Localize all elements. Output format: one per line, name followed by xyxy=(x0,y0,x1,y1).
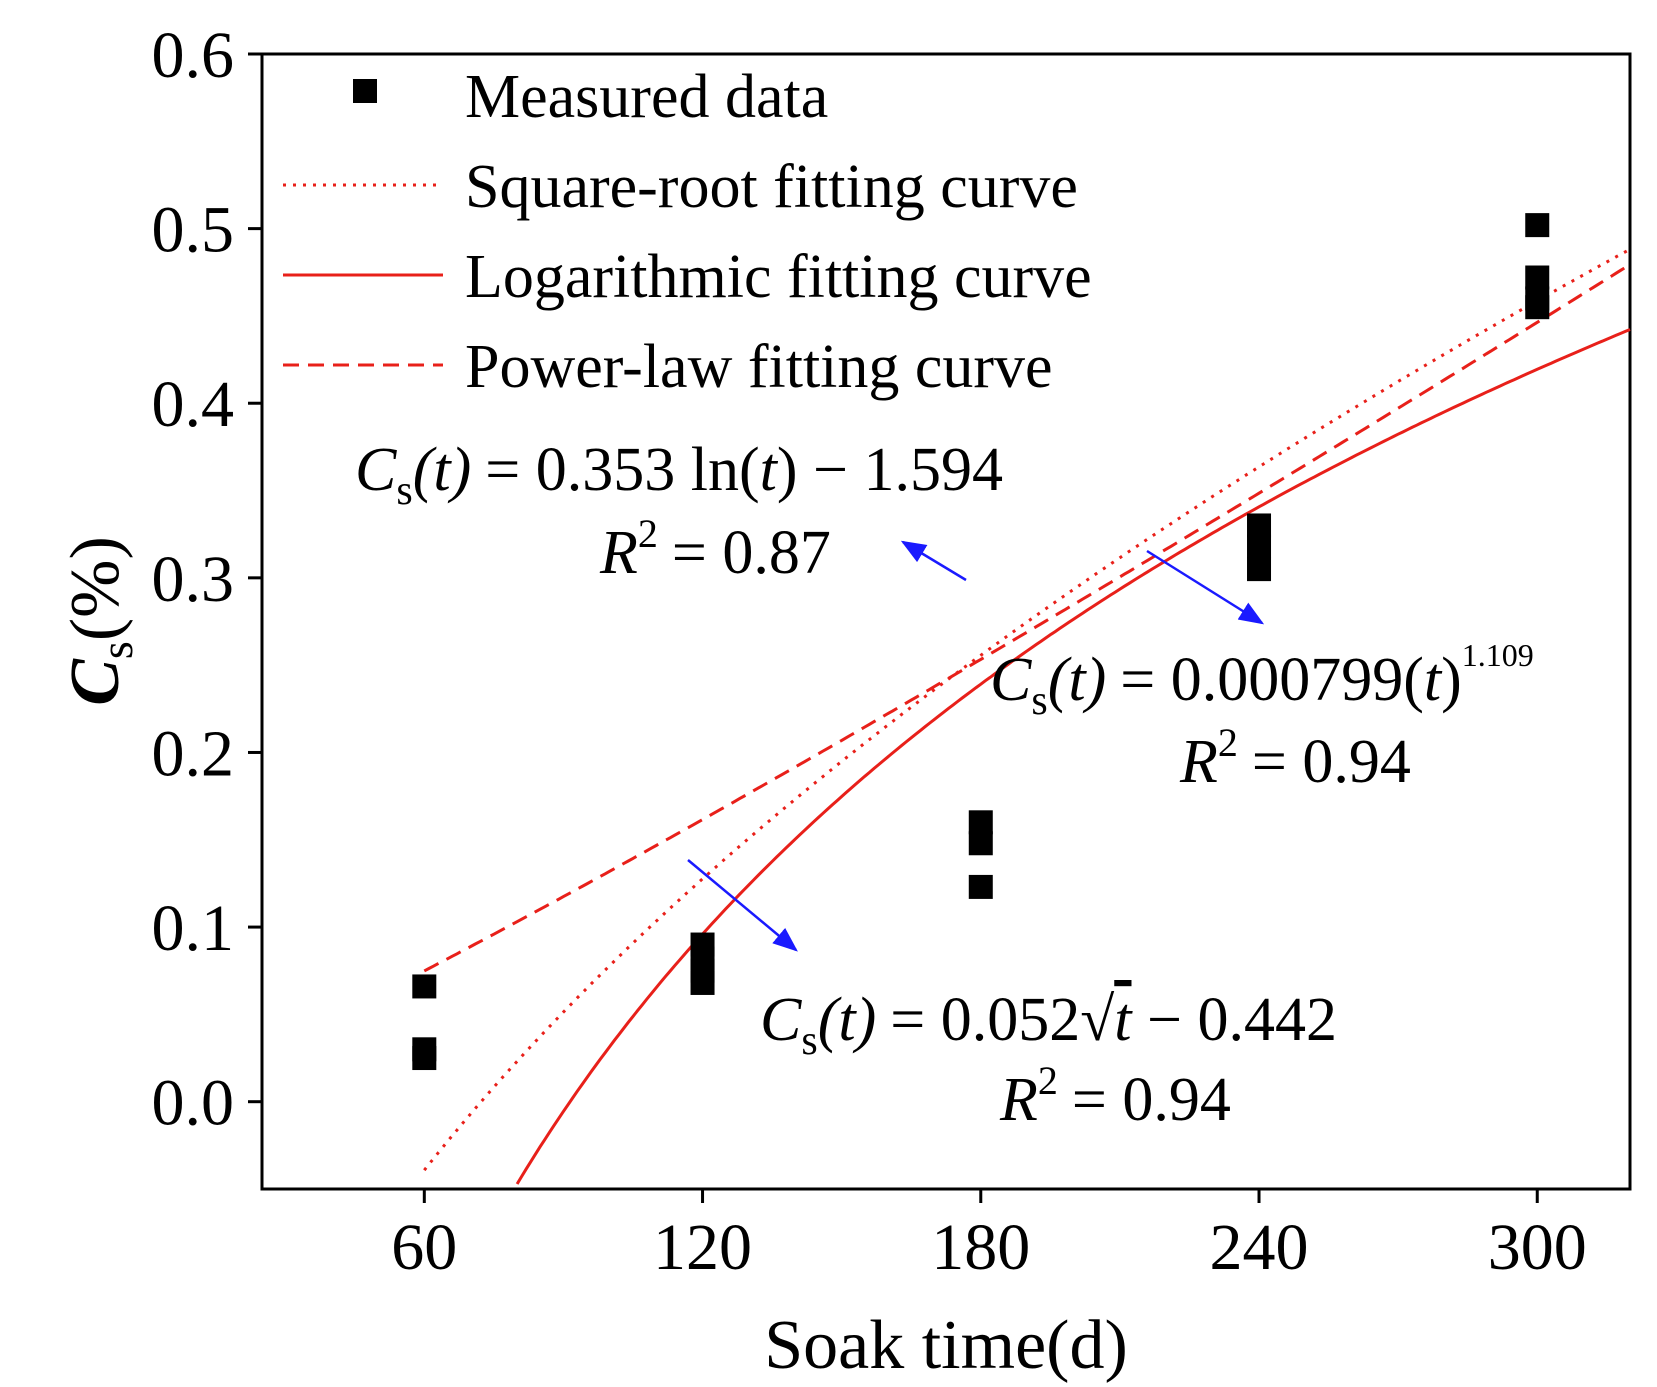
measured-point xyxy=(412,974,437,999)
annotation-power-arrow xyxy=(1146,549,1265,625)
annotation-sqrt-arrow xyxy=(687,859,798,952)
x-tick-label-60: 60 xyxy=(391,1211,457,1284)
legend-label-log: Logarithmic fitting curve xyxy=(465,243,1092,311)
annotation-power-equation: Cs(t) = 0.000799(t)1.109 xyxy=(990,637,1534,724)
legend-label-sqrt: Square-root fitting curve xyxy=(465,153,1078,221)
measured-point xyxy=(1525,295,1550,320)
x-tick-label-180: 180 xyxy=(931,1211,1030,1284)
x-axis-label: Soak time(d) xyxy=(764,1307,1128,1384)
y-axis-label-unit: (%) xyxy=(57,536,134,641)
measured-point xyxy=(968,831,993,856)
annotation-power-r2: R2 = 0.94 xyxy=(1179,720,1411,796)
y-axis-ticks: 0.0 0.1 0.2 0.3 0.4 0.5 0.6 xyxy=(152,19,262,1140)
y-tick-label-6: 0.6 xyxy=(152,19,235,92)
curve-power xyxy=(423,263,1631,973)
plot-frame xyxy=(260,52,1632,1191)
x-tick-label-240: 240 xyxy=(1210,1211,1309,1284)
legend-label-power: Power-law fitting curve xyxy=(465,333,1053,401)
annotation-sqrt-equation: Cs(t) = 0.052√t − 0.442 xyxy=(760,986,1337,1064)
y-tick-label-1: 0.1 xyxy=(152,892,235,965)
annotation-log-arrow xyxy=(900,540,967,582)
measured-point xyxy=(690,970,715,995)
measured-markers xyxy=(412,213,1550,1071)
legend-marker-measured xyxy=(353,79,377,103)
y-tick-label-0: 0.0 xyxy=(152,1067,235,1140)
measured-point xyxy=(412,1046,437,1071)
measured-point xyxy=(1247,534,1272,559)
legend: Measured data Square-root fitting curve … xyxy=(283,63,1092,401)
y-tick-label-4: 0.4 xyxy=(152,368,235,441)
annotation-log-r2: R2 = 0.87 xyxy=(599,511,831,587)
x-tick-label-120: 120 xyxy=(653,1211,752,1284)
annotation-log: Cs(t) = 0.353 ln(t) − 1.594 R2 = 0.87 xyxy=(355,436,1003,587)
y-axis-label-subscript: s xyxy=(91,641,142,659)
x-tick-label-300: 300 xyxy=(1488,1211,1587,1284)
annotation-sqrt: Cs(t) = 0.052√t − 0.442 R2 = 0.94 xyxy=(687,859,1337,1134)
y-axis-label-symbol: C xyxy=(57,658,134,706)
annotation-power: Cs(t) = 0.000799(t)1.109 R2 = 0.94 xyxy=(990,549,1534,796)
measured-point xyxy=(1525,265,1550,290)
y-tick-label-5: 0.5 xyxy=(152,194,235,267)
y-tick-label-2: 0.2 xyxy=(152,717,235,790)
x-axis-ticks: 60 120 180 240 300 xyxy=(391,1189,1587,1284)
measured-point xyxy=(1247,513,1272,538)
annotation-sqrt-r2: R2 = 0.94 xyxy=(999,1058,1231,1134)
measured-point xyxy=(968,810,993,835)
measured-point xyxy=(1525,213,1550,238)
measured-point xyxy=(968,874,993,899)
y-tick-label-3: 0.3 xyxy=(152,543,235,616)
measured-point xyxy=(1247,557,1272,582)
y-axis-label: Cs(%) xyxy=(57,536,142,706)
legend-label-measured: Measured data xyxy=(465,63,828,131)
annotation-log-equation: Cs(t) = 0.353 ln(t) − 1.594 xyxy=(355,436,1003,514)
